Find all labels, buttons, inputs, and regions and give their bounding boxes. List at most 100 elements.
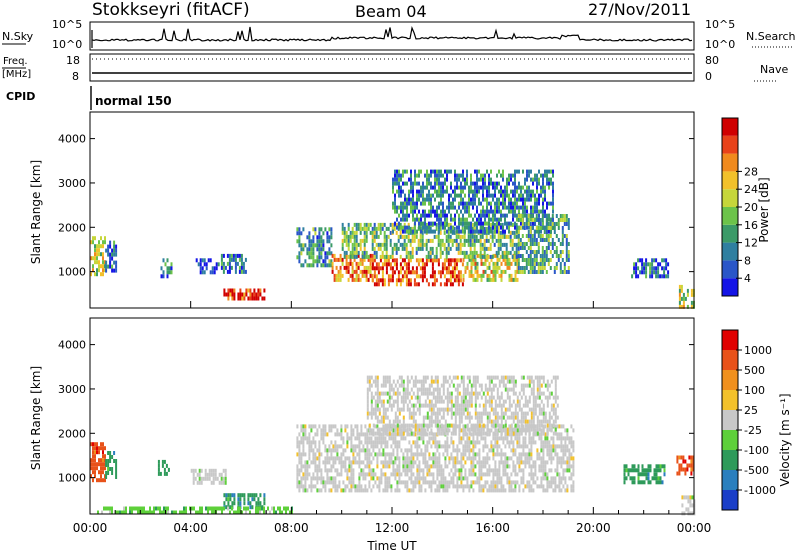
power-cell-11 — [506, 193, 508, 198]
velocity-cell-7 — [398, 383, 401, 388]
velocity-cell-7 — [412, 379, 415, 384]
velocity-cell-6 — [558, 436, 561, 441]
power-cell-10 — [383, 242, 386, 247]
velocity-cell-7 — [488, 399, 491, 404]
velocity-cell-5 — [137, 506, 139, 511]
velocity-cell-3 — [214, 472, 217, 477]
velocity-cell-7 — [506, 407, 509, 412]
power-cell-11 — [404, 217, 406, 222]
power-cell-7 — [345, 257, 348, 262]
power-cell-11 — [464, 201, 466, 206]
power-cell-11 — [504, 217, 506, 222]
velocity-cell-6 — [412, 440, 415, 445]
power-cell-13 — [633, 266, 636, 271]
velocity-cell-6 — [358, 452, 361, 457]
power-cell-10 — [379, 246, 382, 251]
power-cell-10 — [513, 230, 516, 235]
power-cell-13 — [657, 262, 660, 267]
power-cell-10 — [373, 254, 376, 259]
velocity-cell-7 — [404, 391, 407, 396]
velocity-cell-6 — [302, 436, 305, 441]
velocity-cell-6 — [534, 428, 537, 433]
velocity-cell-6 — [524, 436, 527, 441]
power-cell-9 — [486, 277, 489, 282]
velocity-cell-5 — [97, 510, 99, 515]
power-cell-2 — [170, 266, 173, 271]
power-cell-10 — [347, 234, 350, 239]
velocity-cell-7 — [418, 431, 421, 436]
velocity-cell-6 — [440, 472, 443, 477]
power-cell-0 — [96, 268, 98, 273]
velocity-cell-6 — [476, 440, 479, 445]
power-cell-8 — [453, 266, 456, 271]
velocity-cell-6 — [334, 488, 337, 493]
power-cell-11 — [446, 205, 448, 210]
velocity-cell-7 — [498, 395, 501, 400]
power-cell-10 — [439, 226, 442, 231]
velocity-cell-7 — [376, 395, 379, 400]
velocity-cell-6 — [458, 460, 461, 465]
velocity-cell-6 — [372, 476, 375, 481]
velocity-cell-1 — [107, 459, 110, 463]
velocity-cell-6 — [564, 460, 567, 465]
velocity-cell-7 — [442, 399, 445, 404]
velocity-cell-7 — [476, 419, 479, 424]
velocity-cell-6 — [528, 488, 531, 493]
velocity-cell-7 — [480, 427, 483, 432]
velocity-cell-6 — [462, 452, 465, 457]
power-cell-9 — [466, 261, 469, 266]
velocity-cell-6 — [458, 436, 461, 441]
velocity-cell-6 — [458, 484, 461, 489]
power-cell-11 — [530, 217, 532, 222]
power-cell-13 — [663, 274, 666, 279]
velocity-cell-6 — [562, 476, 565, 481]
power-cell-11 — [450, 205, 452, 210]
power-cell-12 — [561, 270, 564, 274]
velocity-cell-6 — [438, 488, 441, 493]
velocity-cell-6 — [390, 472, 393, 477]
velocity-cell-6 — [416, 464, 419, 469]
velocity-cell-7 — [504, 375, 507, 380]
power-cell-13 — [635, 266, 638, 271]
velocity-cell-6 — [316, 448, 319, 453]
power-cell-12 — [555, 246, 558, 250]
velocity-cell-6 — [510, 440, 513, 445]
power-cell-6 — [330, 263, 333, 268]
velocity-cell-1 — [113, 459, 116, 463]
power-cell-11 — [502, 193, 504, 198]
velocity-cell-7 — [390, 383, 393, 388]
power-cell-6 — [330, 243, 333, 248]
velocity-cell-6 — [434, 456, 437, 461]
velocity-cell-7 — [508, 387, 511, 392]
power-cell-11 — [412, 193, 414, 198]
power-cell-8 — [461, 262, 464, 267]
velocity-cell-6 — [494, 440, 497, 445]
velocity-cell-6 — [512, 448, 515, 453]
velocity-cell-6 — [456, 424, 459, 429]
velocity-cell-7 — [424, 387, 427, 392]
velocity-cell-6 — [336, 428, 339, 433]
velocity-cell-6 — [468, 440, 471, 445]
velocity-cell-6 — [362, 472, 365, 477]
velocity-cell-7 — [446, 399, 449, 404]
velocity-cell-7 — [436, 431, 439, 436]
velocity-cell-6 — [486, 432, 489, 437]
power-cell-10 — [447, 230, 450, 235]
velocity-cell-7 — [378, 411, 381, 416]
velocity-cell-7 — [484, 403, 487, 408]
power-cell-12 — [555, 262, 558, 266]
velocity-cell-6 — [562, 456, 565, 461]
power-cell-10 — [355, 230, 358, 235]
power-cell-11 — [444, 189, 446, 194]
velocity-cell-6 — [522, 472, 525, 477]
velocity-cell-6 — [396, 452, 399, 457]
velocity-cell-2 — [159, 471, 162, 476]
velocity-cell-6 — [478, 452, 481, 457]
velocity-cell-7 — [448, 399, 451, 404]
velocity-cell-6 — [518, 460, 521, 465]
power-cell-11 — [470, 177, 472, 182]
velocity-cell-7 — [422, 431, 425, 436]
velocity-cell-7 — [454, 395, 457, 400]
power-cell-3 — [213, 270, 216, 275]
velocity-cell-6 — [478, 464, 481, 469]
